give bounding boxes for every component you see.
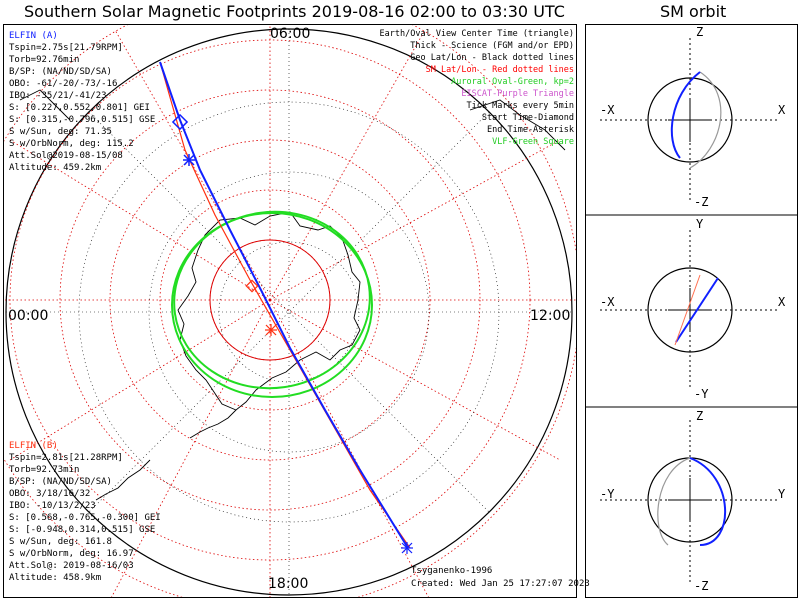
- legend-entry: Tick Marks every 5min: [466, 101, 574, 111]
- probe-a-line: S: [0.227,0.552,0.801] GEI: [9, 103, 150, 113]
- probe-b-asterisk: [265, 324, 277, 336]
- probe-b-diamond: [245, 279, 259, 293]
- orbit1-left-label: -X: [600, 103, 615, 117]
- probe-a-line: OBO: -61/-20/-73/-16: [9, 79, 118, 89]
- probe-a-line: S w/Sun, deg: 71.35: [9, 127, 112, 137]
- probe-b-line: S w/OrbNorm, deg: 16.97: [9, 549, 134, 559]
- australia-coastline: [469, 99, 566, 151]
- map-frame: [3, 24, 577, 598]
- probe-b-line: Torb=92.73min: [9, 465, 80, 475]
- sm-longitude-lines: [5, 25, 576, 597]
- legend-entry: Earth/Oval View Center Time (triangle): [379, 29, 574, 39]
- probe-b-line: S w/Sun, deg: 161.8: [9, 537, 112, 547]
- legend-entry: Start Time-Diamond: [481, 113, 574, 123]
- model-credit: Tsyganenko-1996: [411, 566, 493, 576]
- auroral-oval-outer: [173, 210, 371, 390]
- probe-a-line: Tspin=2.75s[21.79RPM]: [9, 43, 123, 53]
- probe-a-start-diamond: [171, 113, 189, 131]
- orbit-panel-xy: [600, 230, 780, 390]
- legend: Earth/Oval View Center Time (triangle) T…: [380, 28, 574, 148]
- orbit-panel-yz: [600, 420, 780, 585]
- orbit2-right-label: X: [778, 295, 786, 309]
- probe-b-line: IBO: -10/13/2/23: [9, 501, 96, 511]
- hour-label-top: 06:00: [270, 26, 311, 42]
- orbit-panel-xz: [600, 38, 780, 200]
- orbit1-bottom-label: -Z: [694, 195, 709, 209]
- created-credit: Created: Wed Jan 25 17:27:07 2023: [411, 579, 590, 589]
- probe-b-line: Tspin=2.81s[21.28RPM]: [9, 453, 123, 463]
- probe-a-line: Att.Sol@2019-08-15/08: [9, 151, 123, 161]
- probe-b-line: S: [-0.948,0.314,0.515] GSE: [9, 525, 156, 535]
- geo-grid: [6, 29, 572, 595]
- orbit2-left-label: -X: [600, 295, 615, 309]
- legend-entry: Thick - Science (FGM and/or EPD): [410, 41, 574, 51]
- probe-b-line: S: [0.568,-0.765,-0.300] GEI: [9, 513, 161, 523]
- hour-label-left: 00:00: [8, 308, 49, 324]
- legend-entry: EISCAT-Purple Triangle: [461, 89, 574, 99]
- polar-map: [4, 25, 576, 597]
- probe-a-header: ELFIN (A): [9, 31, 58, 41]
- probe-a-track: [159, 61, 409, 549]
- sm-inner-circle: [209, 239, 331, 361]
- south-america-coastline: [95, 459, 151, 501]
- antarctica-coastline: [177, 211, 361, 411]
- legend-entry: SM Lat/Lon - Red dotted lines: [425, 65, 574, 75]
- probe-b-line: Altitude: 458.9km: [9, 573, 102, 583]
- page-title: Southern Solar Magnetic Footprints 2019-…: [24, 2, 565, 21]
- probe-b-line: OBO: 3/18/16/32: [9, 489, 91, 499]
- orbit3-bottom-label: -Z: [694, 579, 709, 593]
- peninsula-coastline: [189, 409, 237, 439]
- orbit3-top-label: Z: [696, 409, 704, 423]
- probe-a-info: ELFIN (A) Tspin=2.75s[21.79RPM] Torb=92.…: [9, 30, 155, 174]
- legend-entry: Auroral Oval-Green, kp=2: [451, 77, 574, 87]
- probe-a-line: S: [0.315,-0.796,0.515] GSE: [9, 115, 156, 125]
- orbit-title: SM orbit: [660, 2, 727, 21]
- probe-a-line: B/SP: (NA/ND/SD/SA): [9, 67, 112, 77]
- legend-entry: VLF-Green Square: [492, 137, 574, 147]
- probe-b-header: ELFIN (B): [9, 441, 58, 451]
- probe-a-line: Torb=92.76min: [9, 55, 80, 65]
- legend-entry: End Time-Asterisk: [487, 125, 574, 135]
- orbit1-top-label: Z: [696, 25, 704, 39]
- orbit3-right-label: Y: [778, 487, 786, 501]
- orbit2-bottom-label: -Y: [694, 387, 709, 401]
- probe-b-info: ELFIN (B) Tspin=2.81s[21.28RPM] Torb=92.…: [9, 440, 161, 584]
- auroral-oval-inner: [171, 212, 373, 398]
- probe-b-line: B/SP: (NA/ND/SD/SA): [9, 477, 112, 487]
- orbit3-left-label: -Y: [600, 487, 615, 501]
- orbit-frame: [585, 24, 798, 598]
- africa-coastline: [19, 89, 71, 121]
- orbit2-top-label: Y: [696, 217, 704, 231]
- hour-label-right: 12:00: [530, 308, 571, 324]
- legend-entry: Geo Lat/Lon - Black dotted lines: [410, 53, 574, 63]
- orbit1-right-label: X: [778, 103, 786, 117]
- probe-b-line: Att.Sol@: 2019-08-16/03: [9, 561, 134, 571]
- probe-a-line: IBO: -35/21/-41/23: [9, 91, 107, 101]
- probe-a-end-asterisk: [401, 542, 413, 554]
- probe-a-asterisk: [183, 154, 195, 166]
- probe-a-line: S w/OrbNorm, deg: 115.2: [9, 139, 134, 149]
- hour-label-bottom: 18:00: [268, 576, 309, 592]
- probe-a-line: Altitude: 459.2km: [9, 163, 102, 173]
